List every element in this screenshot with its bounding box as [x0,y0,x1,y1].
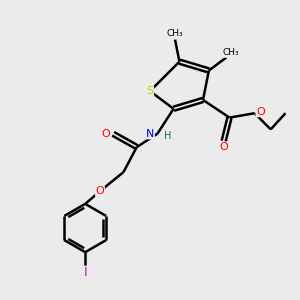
Text: O: O [219,142,228,152]
Text: CH₃: CH₃ [167,29,183,38]
Text: I: I [83,266,87,279]
Text: S: S [146,86,154,96]
Text: O: O [101,129,110,139]
Text: O: O [256,107,265,117]
Text: H: H [164,131,171,141]
Text: N: N [146,129,154,139]
Text: O: O [96,186,104,196]
Text: CH₃: CH₃ [223,48,239,57]
